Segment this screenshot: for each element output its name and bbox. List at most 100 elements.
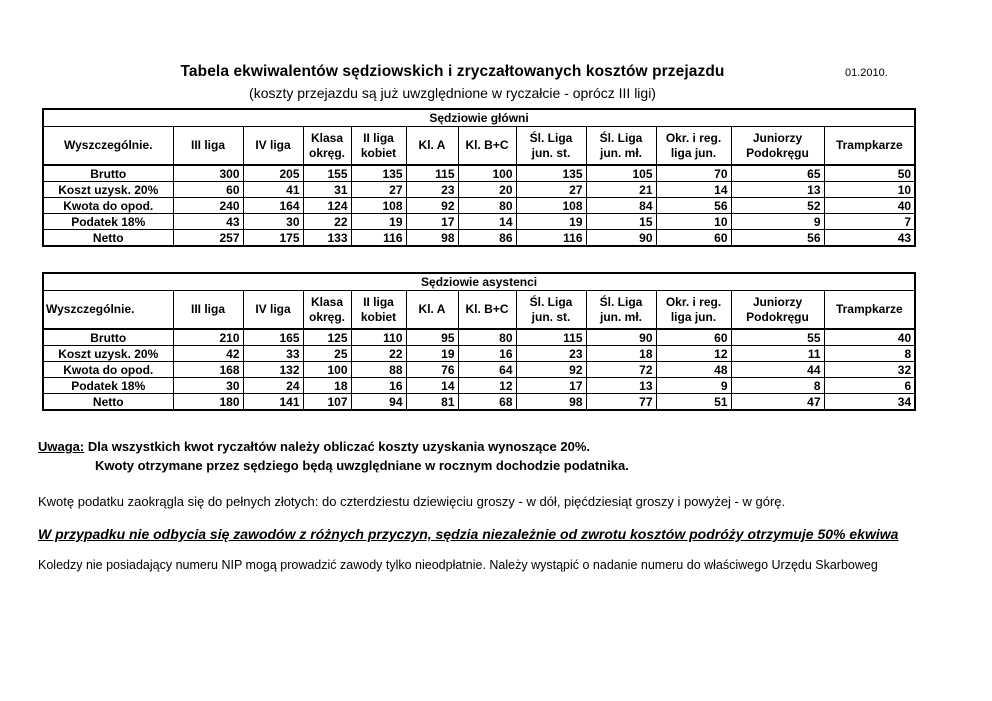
- value-cell: 110: [350, 328, 407, 346]
- value-cell: 116: [350, 229, 407, 247]
- table-row: Netto 180 141 107 94 81 68 98 77 51 47 34: [42, 393, 916, 411]
- value-cell: 47: [730, 393, 825, 411]
- value-cell: 124: [302, 197, 352, 214]
- note-tax-rounding: Kwotę podatku zaokrągla się do pełnych z…: [38, 494, 786, 509]
- referees-main-table: Sędziowie główni Wyszczególnie. III liga IV…: [41, 108, 917, 247]
- value-cell: 27: [350, 181, 407, 198]
- value-cell: 17: [405, 213, 459, 230]
- value-cell: 94: [350, 393, 407, 411]
- value-cell: 133: [302, 229, 352, 247]
- value-cell: 14: [655, 181, 732, 198]
- page-subtitle: (koszty przejazdu są już uwzględnione w …: [249, 85, 656, 101]
- table-header-row: Wyszczególnie. III liga IV liga Klasa okręg…: [42, 290, 916, 330]
- referees-assistant-table: Sędziowie asystenci Wyszczególnie. III lig…: [41, 272, 917, 411]
- column-header: III liga: [172, 126, 244, 166]
- value-cell: 70: [655, 164, 732, 182]
- note-nip: Koledzy nie posiadający numeru NIP mogą …: [38, 558, 878, 572]
- column-header: Klasa okręg.: [302, 290, 352, 330]
- value-cell: 13: [585, 377, 657, 394]
- value-cell: 30: [242, 213, 304, 230]
- value-cell: 105: [585, 164, 657, 182]
- table-row: Podatek 18% 30 24 18 16 14 12 17 13 9 8 6: [42, 377, 916, 394]
- value-cell: 168: [172, 361, 244, 378]
- column-header: Śl. Liga jun. st.: [515, 290, 587, 330]
- note-uwaga: Uwaga: Dla wszystkich kwot ryczałtów nal…: [38, 437, 629, 475]
- value-cell: 80: [457, 328, 517, 346]
- table-row: Kwota do opod. 168 132 100 88 76 64 92 72 48 44 32: [42, 361, 916, 378]
- value-cell: 108: [515, 197, 587, 214]
- value-cell: 17: [515, 377, 587, 394]
- column-header: Juniorzy Podokręgu: [730, 126, 825, 166]
- uwaga-text-2: Kwoty otrzymane przez sędziego będą uwzg…: [95, 458, 629, 473]
- value-cell: 100: [302, 361, 352, 378]
- value-cell: 88: [350, 361, 407, 378]
- value-cell: 9: [655, 377, 732, 394]
- value-cell: 34: [823, 393, 916, 411]
- value-cell: 92: [405, 197, 459, 214]
- table-title: Sędziowie asystenci: [41, 272, 917, 291]
- value-cell: 22: [302, 213, 352, 230]
- value-cell: 14: [457, 213, 517, 230]
- table-row: Koszt uzysk. 20% 42 33 25 22 19 16 23 18 12 11 8: [42, 345, 916, 362]
- value-cell: 25: [302, 345, 352, 362]
- value-cell: 19: [515, 213, 587, 230]
- column-header: Kl. B+C: [457, 126, 517, 166]
- value-cell: 10: [823, 181, 916, 198]
- value-cell: 90: [585, 229, 657, 247]
- value-cell: 257: [172, 229, 244, 247]
- table-assistant-referees: Sędziowie asystenci Wyszczególnie. III lig…: [41, 272, 917, 411]
- column-header: Kl. A: [405, 290, 459, 330]
- value-cell: 18: [302, 377, 352, 394]
- value-cell: 60: [172, 181, 244, 198]
- column-header: III liga: [172, 290, 244, 330]
- row-label: Podatek 18%: [42, 213, 174, 230]
- uwaga-label: Uwaga:: [38, 439, 85, 454]
- value-cell: 31: [302, 181, 352, 198]
- column-header: Kl. A: [405, 126, 459, 166]
- value-cell: 40: [823, 328, 916, 346]
- table-row: Netto 257 175 133 116 98 86 116 90 60 56 43: [42, 229, 916, 247]
- value-cell: 68: [457, 393, 517, 411]
- value-cell: 24: [242, 377, 304, 394]
- value-cell: 40: [823, 197, 916, 214]
- table-row: Koszt uzysk. 20% 60 41 31 27 23 20 27 21 14 13 10: [42, 181, 916, 198]
- value-cell: 30: [172, 377, 244, 394]
- value-cell: 92: [515, 361, 587, 378]
- value-cell: 60: [655, 328, 732, 346]
- value-cell: 19: [405, 345, 459, 362]
- value-cell: 135: [515, 164, 587, 182]
- value-cell: 56: [655, 197, 732, 214]
- column-header: Wyszczególnie.: [42, 290, 174, 330]
- value-cell: 23: [405, 181, 459, 198]
- value-cell: 13: [730, 181, 825, 198]
- value-cell: 115: [515, 328, 587, 346]
- page-title: Tabela ekwiwalentów sędziowskich i zrycz…: [180, 63, 725, 80]
- value-cell: 98: [515, 393, 587, 411]
- note-cancellation: W przypadku nie odbycia się zawodów z ró…: [38, 526, 899, 542]
- column-header: Kl. B+C: [457, 290, 517, 330]
- table-main-referees: Sędziowie główni Wyszczególnie. III liga IV…: [41, 108, 917, 247]
- column-header: Śl. Liga jun. mł.: [585, 290, 657, 330]
- column-header: Okr. i reg. liga jun.: [655, 290, 732, 330]
- value-cell: 22: [350, 345, 407, 362]
- value-cell: 8: [730, 377, 825, 394]
- value-cell: 76: [405, 361, 459, 378]
- column-header: Śl. Liga jun. st.: [515, 126, 587, 166]
- value-cell: 8: [823, 345, 916, 362]
- value-cell: 125: [302, 328, 352, 346]
- value-cell: 20: [457, 181, 517, 198]
- value-cell: 155: [302, 164, 352, 182]
- value-cell: 95: [405, 328, 459, 346]
- value-cell: 55: [730, 328, 825, 346]
- value-cell: 51: [655, 393, 732, 411]
- uwaga-text-1: Dla wszystkich kwot ryczałtów należy obl…: [87, 439, 591, 454]
- value-cell: 16: [457, 345, 517, 362]
- value-cell: 132: [242, 361, 304, 378]
- row-label: Kwota do opod.: [42, 197, 174, 214]
- value-cell: 100: [457, 164, 517, 182]
- value-cell: 6: [823, 377, 916, 394]
- value-cell: 80: [457, 197, 517, 214]
- column-header: Trampkarze: [823, 126, 916, 166]
- row-label: Netto: [42, 393, 174, 411]
- table-title-row: Sędziowie asystenci: [41, 272, 917, 291]
